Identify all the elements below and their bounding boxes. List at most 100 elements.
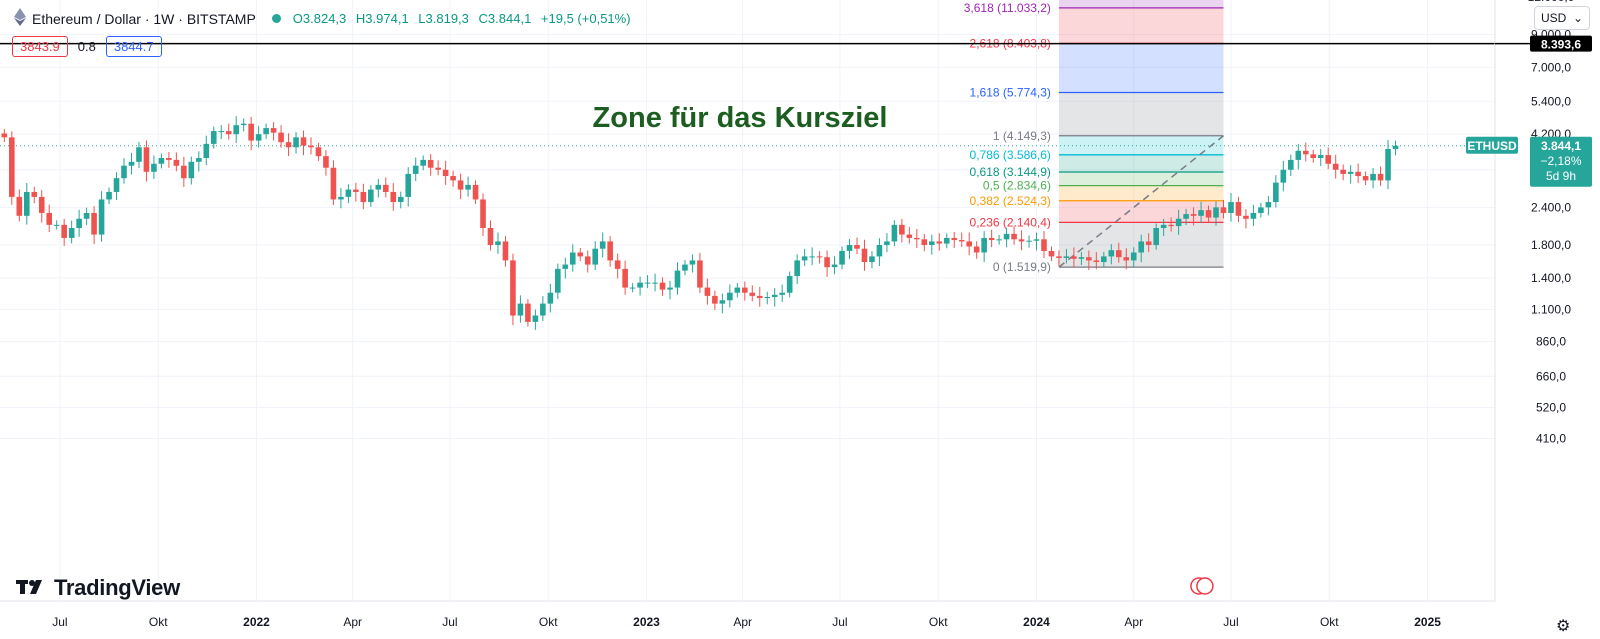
sell-button[interactable]: 3843.9 [12, 36, 68, 57]
candle[interactable] [1063, 256, 1070, 258]
candle[interactable] [921, 239, 928, 246]
candle[interactable] [1175, 218, 1182, 227]
candle[interactable] [742, 287, 748, 293]
candle[interactable] [1041, 239, 1047, 251]
candle[interactable] [555, 268, 561, 293]
candle[interactable] [1078, 257, 1085, 259]
candle[interactable] [397, 196, 404, 203]
candle[interactable] [973, 246, 980, 253]
candle[interactable] [510, 260, 516, 316]
candle[interactable] [106, 191, 112, 200]
candle[interactable] [188, 161, 195, 179]
candle[interactable] [330, 167, 337, 200]
candle[interactable] [756, 295, 763, 299]
candle[interactable] [9, 137, 15, 197]
candle[interactable] [1295, 150, 1302, 160]
candle[interactable] [121, 165, 127, 179]
candle[interactable] [1302, 150, 1309, 155]
candle[interactable] [1385, 149, 1391, 181]
candle[interactable] [61, 224, 67, 238]
candle[interactable] [674, 270, 681, 288]
candle[interactable] [502, 241, 509, 261]
candle[interactable] [1183, 214, 1189, 219]
candle[interactable] [1086, 257, 1092, 261]
candle[interactable] [749, 292, 756, 296]
candle[interactable] [233, 125, 239, 135]
candle[interactable] [1033, 239, 1040, 241]
candle[interactable] [450, 176, 456, 181]
candle[interactable] [966, 241, 972, 247]
candle[interactable] [569, 252, 576, 265]
candle[interactable] [465, 184, 471, 190]
candle[interactable] [1340, 169, 1346, 174]
candle[interactable] [143, 147, 150, 172]
candle[interactable] [899, 224, 905, 235]
candle[interactable] [1205, 210, 1212, 218]
candle[interactable] [218, 131, 225, 133]
candle[interactable] [629, 287, 636, 289]
candle[interactable] [547, 292, 554, 304]
candle[interactable] [854, 245, 860, 249]
candle[interactable] [1048, 250, 1055, 257]
candle[interactable] [83, 212, 90, 219]
candle[interactable] [1190, 214, 1197, 216]
candle[interactable] [1213, 207, 1219, 218]
candle[interactable] [614, 260, 621, 269]
candle[interactable] [38, 196, 45, 213]
candle[interactable] [300, 137, 307, 146]
candle[interactable] [1, 133, 8, 138]
candle[interactable] [682, 264, 688, 271]
candle[interactable] [1347, 171, 1354, 174]
candle[interactable] [1370, 173, 1376, 181]
candle[interactable] [525, 303, 531, 322]
candle[interactable] [996, 239, 1002, 241]
candle[interactable] [136, 147, 142, 162]
candle[interactable] [68, 227, 75, 238]
candle[interactable] [801, 256, 808, 261]
candle[interactable] [622, 268, 628, 288]
candle[interactable] [794, 260, 800, 277]
candle[interactable] [1108, 250, 1115, 257]
candle[interactable] [442, 169, 449, 177]
candle[interactable] [270, 128, 277, 133]
candle[interactable] [906, 234, 913, 238]
candle[interactable] [91, 212, 97, 235]
candle[interactable] [1288, 159, 1294, 170]
settings-gear-icon[interactable]: ⚙ [1556, 618, 1571, 635]
candle[interactable] [1101, 256, 1107, 263]
candle[interactable] [607, 241, 613, 261]
candle[interactable] [151, 163, 157, 172]
candle[interactable] [764, 296, 771, 299]
candle[interactable] [1355, 171, 1361, 177]
candle[interactable] [928, 241, 935, 246]
candle[interactable] [420, 159, 426, 166]
candle[interactable] [338, 196, 344, 200]
candle[interactable] [1220, 207, 1227, 213]
candle[interactable] [285, 142, 292, 148]
candle[interactable] [577, 252, 584, 257]
candle[interactable] [1115, 250, 1122, 258]
candle[interactable] [173, 159, 180, 166]
candle[interactable] [1377, 173, 1384, 181]
candle[interactable] [981, 237, 987, 253]
candle[interactable] [315, 147, 322, 157]
candle[interactable] [495, 241, 501, 246]
candle[interactable] [46, 212, 53, 225]
candle[interactable] [1160, 224, 1167, 228]
candle[interactable] [323, 156, 329, 168]
candle[interactable] [166, 158, 172, 160]
candle[interactable] [225, 131, 232, 135]
candle[interactable] [943, 237, 950, 244]
candle[interactable] [435, 167, 441, 170]
candle[interactable] [1317, 155, 1324, 159]
candle[interactable] [487, 227, 494, 246]
candle[interactable] [23, 191, 30, 216]
candle[interactable] [704, 287, 711, 296]
candle[interactable] [540, 303, 546, 316]
candle[interactable] [360, 191, 367, 203]
currency-select[interactable]: USD ⌄ [1534, 6, 1590, 30]
market-status-icon[interactable] [271, 14, 281, 23]
candle[interactable] [891, 224, 898, 242]
candle[interactable] [1003, 233, 1010, 240]
